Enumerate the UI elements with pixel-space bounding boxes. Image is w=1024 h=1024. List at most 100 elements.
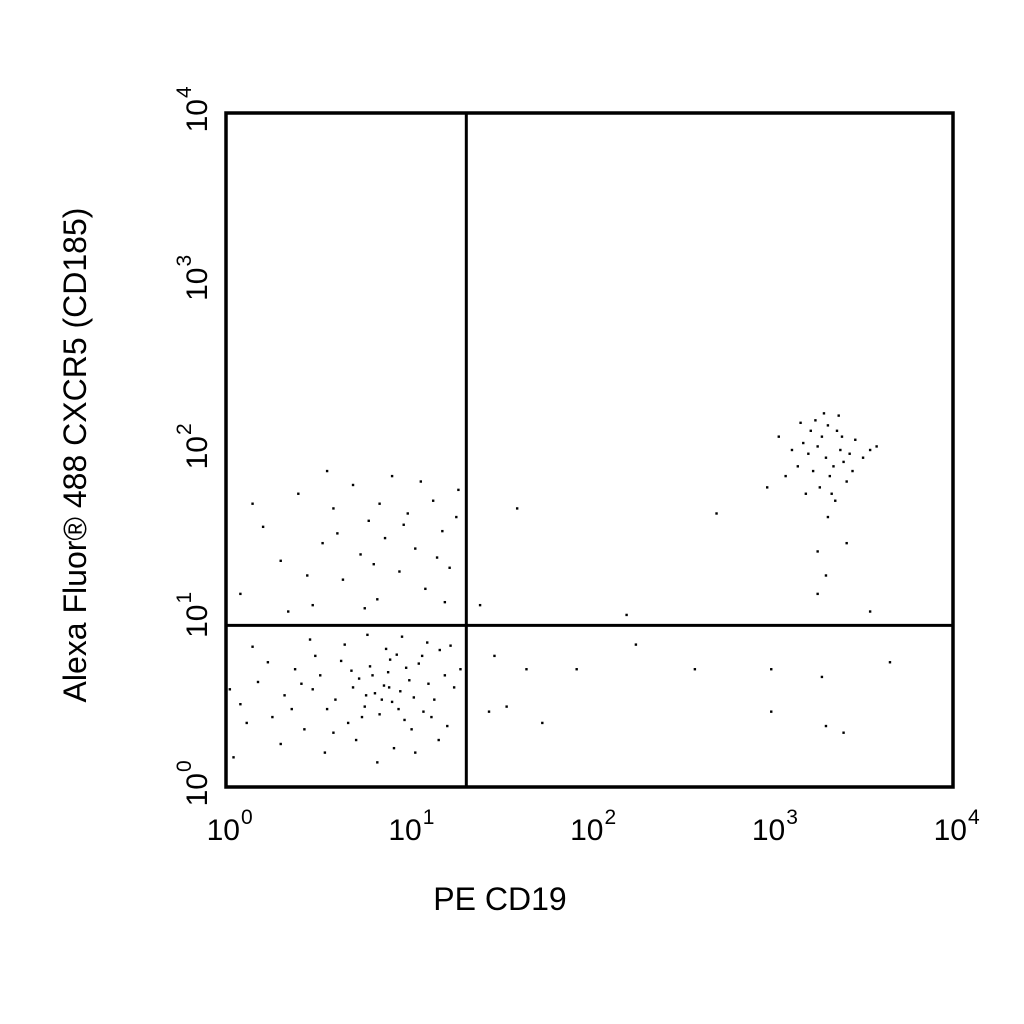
- point: [822, 412, 826, 415]
- point: [354, 738, 358, 742]
- point: [634, 643, 638, 646]
- point: [493, 654, 496, 658]
- y-tick-exponent: 4: [173, 86, 196, 98]
- point: [363, 705, 366, 708]
- point: [311, 688, 314, 691]
- point: [279, 742, 282, 746]
- point: [239, 703, 242, 706]
- x-tick-label: 10: [207, 814, 240, 847]
- point: [448, 566, 451, 569]
- point: [339, 659, 343, 663]
- point: [378, 502, 381, 505]
- point: [359, 553, 362, 556]
- point: [816, 592, 819, 596]
- point: [824, 574, 828, 577]
- point: [430, 715, 433, 719]
- point: [478, 603, 482, 607]
- point: [625, 613, 628, 617]
- point: [398, 570, 401, 573]
- point: [378, 713, 381, 716]
- point: [306, 574, 309, 577]
- y-tick-exponent: 3: [173, 255, 196, 267]
- y-tick-exponent: 2: [173, 423, 196, 435]
- point: [395, 653, 398, 656]
- point: [319, 674, 322, 677]
- point: [279, 559, 282, 563]
- y-tick-label: 10: [181, 268, 214, 301]
- point: [433, 698, 436, 701]
- point: [851, 469, 854, 473]
- point: [868, 610, 872, 613]
- point: [303, 728, 306, 731]
- point: [427, 682, 430, 685]
- point: [332, 731, 335, 734]
- point: [770, 710, 773, 713]
- point: [840, 435, 844, 438]
- point: [251, 502, 254, 505]
- point: [392, 746, 396, 750]
- point: [373, 692, 377, 695]
- point: [525, 668, 528, 671]
- point: [854, 438, 857, 441]
- point: [293, 668, 297, 671]
- point: [290, 707, 293, 711]
- point: [383, 536, 387, 540]
- point: [417, 662, 420, 665]
- point: [715, 512, 718, 515]
- point: [228, 688, 232, 691]
- point: [283, 694, 286, 697]
- point: [350, 669, 353, 672]
- point: [332, 507, 335, 510]
- x-tick-label: 10: [388, 814, 421, 847]
- point: [888, 661, 892, 664]
- point: [380, 698, 384, 701]
- point: [419, 480, 423, 483]
- point: [266, 661, 270, 664]
- x-tick-exponent: 0: [241, 806, 253, 829]
- point: [232, 756, 235, 759]
- x-tick-exponent: 1: [423, 806, 435, 829]
- point: [341, 578, 345, 581]
- point: [770, 668, 773, 671]
- point: [271, 715, 274, 719]
- point: [404, 666, 408, 669]
- y-tick-exponent: 0: [173, 760, 196, 772]
- point: [308, 638, 312, 641]
- point: [390, 474, 394, 478]
- point: [816, 550, 819, 553]
- point: [814, 419, 817, 422]
- point: [459, 668, 462, 671]
- point: [368, 665, 372, 668]
- point: [693, 668, 697, 671]
- y-tick-group: 102: [173, 423, 214, 469]
- point: [842, 460, 845, 464]
- point: [826, 424, 830, 427]
- point: [816, 445, 819, 448]
- point: [397, 707, 400, 711]
- point: [364, 694, 368, 697]
- y-axis-title: Alexa Fluor® 488 CXCR5 (CD185): [57, 208, 93, 703]
- point: [828, 474, 832, 478]
- point: [325, 707, 329, 711]
- point: [384, 647, 388, 651]
- point: [839, 448, 842, 452]
- point: [809, 429, 812, 433]
- point: [842, 731, 845, 734]
- y-tick-exponent: 1: [173, 592, 196, 604]
- point: [438, 648, 441, 652]
- point: [455, 515, 458, 519]
- point: [414, 751, 417, 754]
- point: [261, 525, 265, 529]
- point: [807, 452, 810, 455]
- point: [868, 448, 872, 452]
- point: [804, 492, 808, 495]
- point: [376, 598, 379, 601]
- point: [343, 643, 346, 646]
- point: [824, 456, 828, 459]
- point: [357, 677, 361, 680]
- point: [457, 488, 460, 492]
- point: [875, 445, 878, 448]
- point: [351, 483, 355, 487]
- point: [443, 674, 447, 677]
- point: [431, 499, 435, 502]
